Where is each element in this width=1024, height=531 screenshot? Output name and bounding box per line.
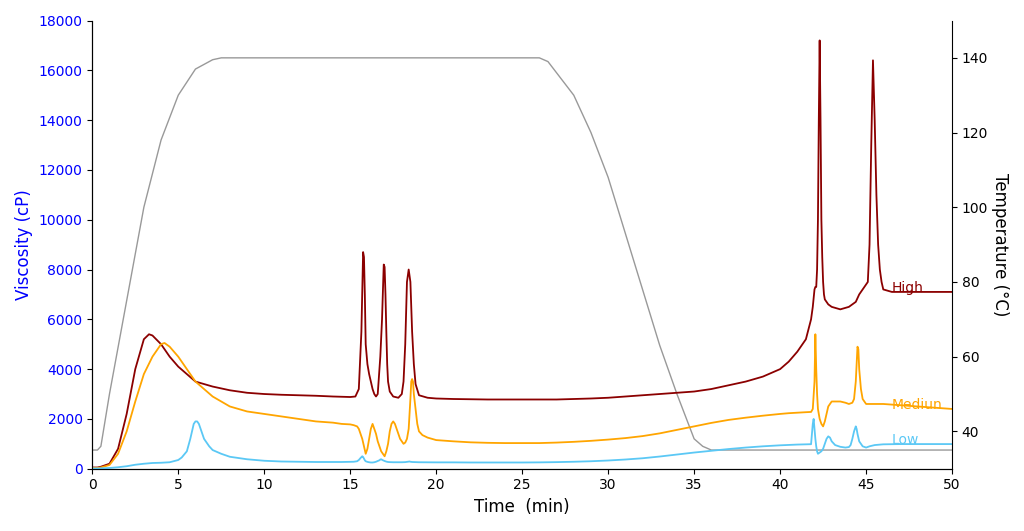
Text: Mediun: Mediun (892, 398, 943, 412)
Y-axis label: Temperature (°C): Temperature (°C) (991, 173, 1009, 316)
Y-axis label: Viscosity (cP): Viscosity (cP) (15, 189, 33, 300)
Text: High: High (892, 281, 924, 295)
X-axis label: Time  (min): Time (min) (474, 498, 570, 516)
Text: Low: Low (892, 433, 920, 447)
